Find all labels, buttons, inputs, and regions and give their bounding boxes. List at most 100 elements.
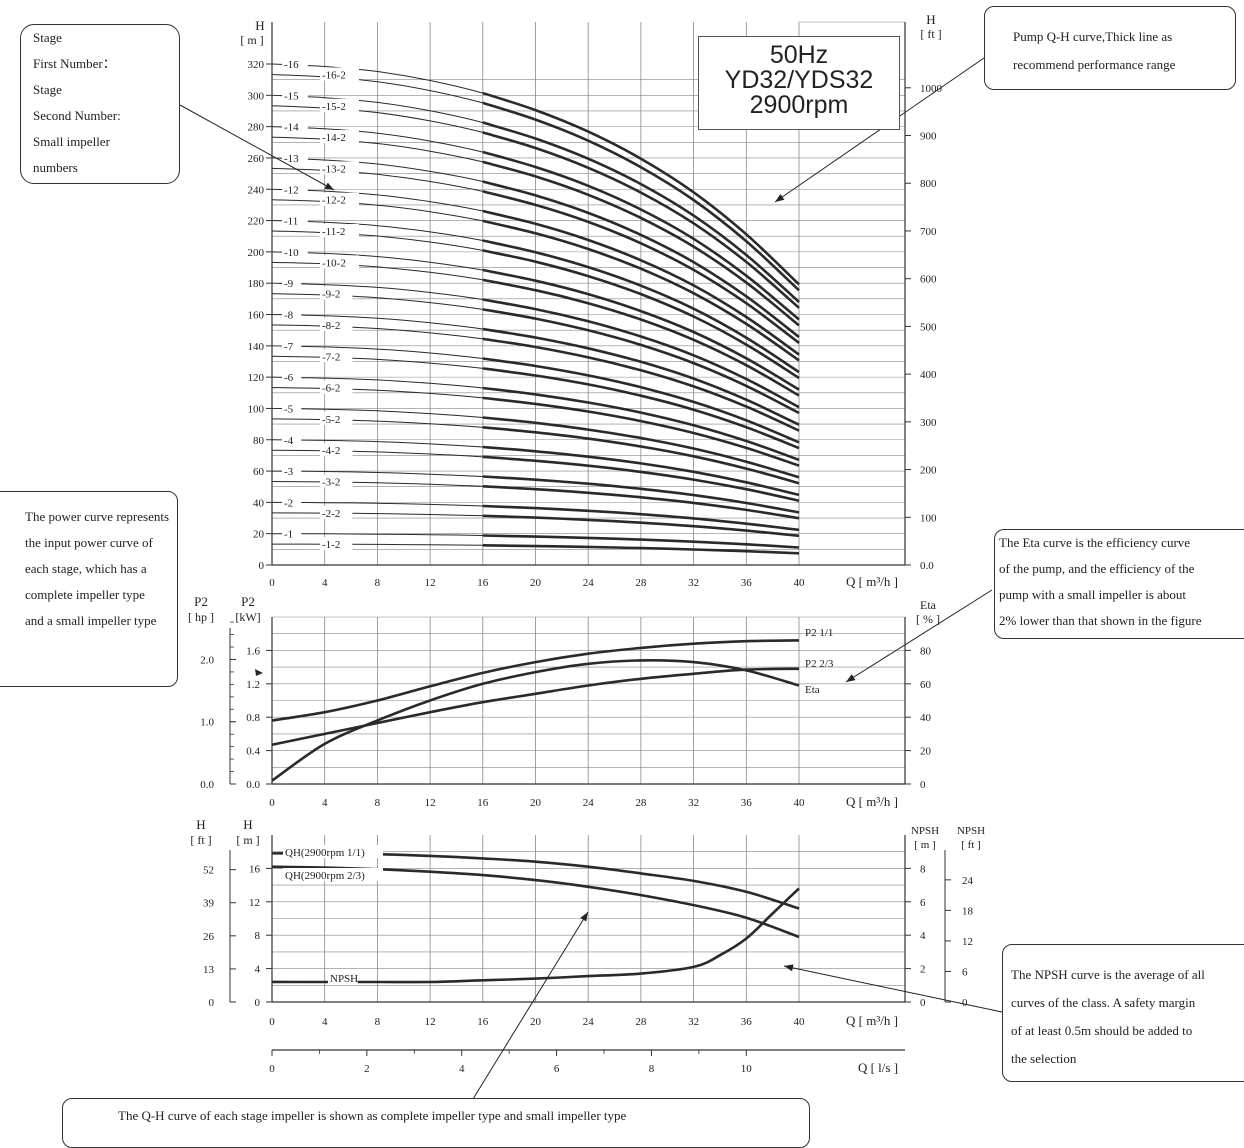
curve-label: -4-2: [322, 445, 340, 457]
curve-label-bg: [282, 244, 308, 258]
y-tick-label: 12: [249, 897, 260, 909]
series-label: Eta: [805, 684, 820, 696]
qh-curve-recommended: [482, 426, 800, 485]
callout-stage-qh: The Q-H curve of each stage impeller is …: [62, 1098, 810, 1148]
curve-label: -16: [284, 59, 299, 71]
curve-label-bg: [282, 338, 302, 352]
x-tick-label: 20: [530, 797, 542, 809]
x-tick-label: 12: [425, 797, 436, 809]
callout-line: The NPSH curve is the average of all: [1011, 967, 1205, 982]
curve-label-bg: [320, 474, 353, 488]
y-tick-label: 20: [253, 529, 265, 541]
x-tick-label: 4: [322, 797, 328, 809]
series-label: P2 2/3: [805, 658, 834, 670]
x-tick-label: 40: [794, 577, 806, 589]
qh-curve-recommended: [482, 337, 800, 432]
curve-label: -6-2: [322, 383, 340, 395]
x-tick-label: 4: [322, 577, 328, 589]
qh-curve-recommended: [482, 101, 800, 292]
qh-curve-recommended: [482, 121, 800, 303]
curve-label: -10-2: [322, 257, 346, 269]
series-label: P2 1/1: [805, 627, 833, 639]
series-line: [271, 639, 800, 722]
qh-curve-recommended: [482, 357, 800, 444]
curve-label-bg: [282, 526, 302, 540]
qh-curve-recommended: [482, 327, 800, 426]
y2-tick-label: 60: [920, 679, 932, 691]
callout-line: First Number：: [33, 56, 116, 71]
x-tick-label: 16: [477, 1016, 489, 1028]
y-axis-title: H: [243, 817, 252, 832]
y-ft-tick-label: 26: [203, 931, 215, 943]
y2-axis-unit: [ ft ]: [920, 27, 941, 41]
curve-label-bg: [282, 213, 308, 227]
curve-label-bg: [282, 88, 308, 102]
curve-label: -2: [284, 497, 293, 509]
curve-label-bg: [320, 505, 353, 519]
x2-tick-label: 10: [741, 1063, 753, 1075]
curve-label-bg: [320, 224, 359, 238]
qh-curve-recommended: [482, 534, 800, 549]
x-tick-label: 28: [635, 1016, 647, 1028]
curve-label-bg: [320, 255, 359, 269]
curve-label-bg: [320, 286, 353, 300]
y2-ft-tick-label: 24: [962, 875, 974, 887]
y-tick-label: 260: [248, 153, 265, 165]
y-axis-title: H: [255, 18, 264, 33]
y-ft-tick-label: 39: [203, 898, 215, 910]
x2-tick-label: 2: [364, 1063, 370, 1075]
curve-label: -5-2: [322, 414, 340, 426]
leader-line: [179, 104, 335, 191]
qh-chart-panel: 0204060801001201401601802002202402602803…: [240, 12, 942, 589]
y2-ft-tick-label: 12: [962, 936, 973, 948]
curve-label: -11-2: [322, 226, 345, 238]
curve-label-bg: [320, 380, 353, 394]
qh-curve-recommended: [482, 544, 800, 555]
y2-axis-title: Eta: [920, 598, 937, 612]
curve-label-bg: [320, 537, 353, 551]
y2-tick-label: 300: [920, 417, 937, 429]
qh-curve-recommended: [482, 416, 800, 479]
y2-ft-tick-label: 6: [962, 966, 968, 978]
curve-label-bg: [282, 119, 308, 133]
x-tick-label: 8: [375, 1016, 381, 1028]
callout-line: complete impeller type: [25, 587, 145, 602]
y2-tick-label: 6: [920, 897, 926, 909]
qh-curve-recommended: [482, 386, 800, 462]
callout-qh-thick-line: Pump Q-H curve,Thick line as recommend p…: [984, 6, 1236, 90]
qh-curve-recommended: [482, 268, 800, 391]
qh-curve-recommended: [482, 475, 800, 514]
callout-leaders: [179, 57, 1003, 1100]
curve-label-bg: [320, 349, 353, 363]
y-tick-label: 60: [253, 466, 265, 478]
chart-title-box: 50Hz YD32/YDS32 2900rpm: [698, 36, 900, 130]
callout-line: Pump Q-H curve,Thick line as: [1013, 29, 1173, 44]
curve-label: -13-2: [322, 163, 346, 175]
qh-curve-recommended: [482, 190, 800, 344]
x2-tick-label: 6: [554, 1063, 560, 1075]
y-tick-label: 0: [255, 997, 261, 1009]
x-tick-label: 20: [530, 1016, 542, 1028]
curve-label-bg: [282, 307, 302, 321]
curve-label-bg: [282, 495, 302, 509]
y2-tick-label: 40: [920, 712, 932, 724]
x-tick-label: 12: [425, 577, 436, 589]
y-hp-unit: [ hp ]: [188, 610, 214, 624]
series-label: QH(2900rpm 2/3): [285, 870, 365, 882]
callout-line: Small impeller: [33, 134, 110, 149]
y-hp-title: P2: [194, 594, 208, 609]
x2-tick-label: 4: [459, 1063, 465, 1075]
curve-label: -15: [284, 90, 299, 102]
callout-line: Stage: [33, 82, 62, 97]
y2-tick-label: 100: [920, 512, 937, 524]
x-tick-label: 36: [741, 797, 753, 809]
curve-label: -7: [284, 341, 294, 353]
y2-tick-label: 800: [920, 178, 937, 190]
y2-tick-label: 900: [920, 131, 937, 143]
y-tick-label: 4: [255, 964, 261, 976]
y2-tick-label: 200: [920, 465, 937, 477]
curve-label: -14: [284, 122, 299, 134]
qh-curve-recommended: [482, 396, 800, 467]
leader-line: [783, 965, 1003, 1013]
